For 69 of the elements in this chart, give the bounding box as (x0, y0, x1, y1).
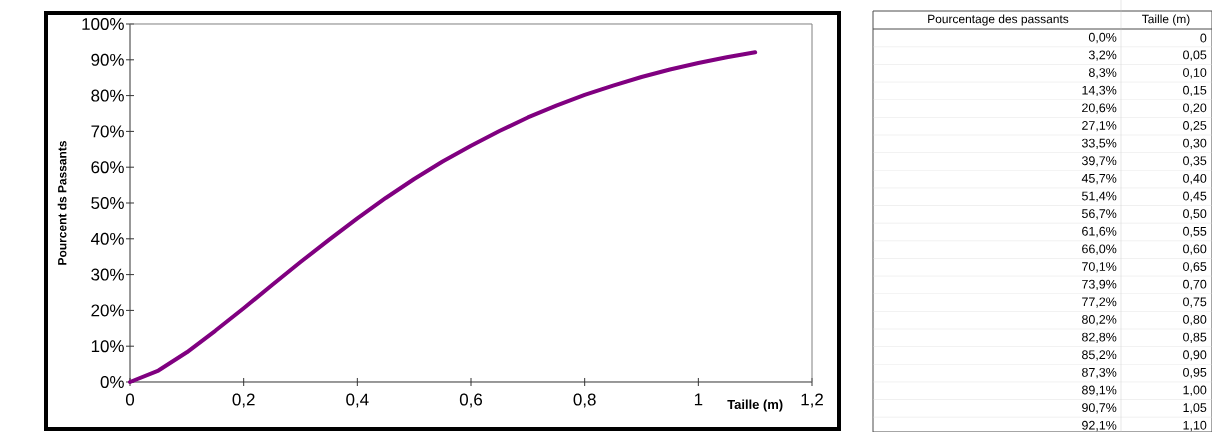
text: 82,8% (1082, 332, 1117, 343)
text: 1,00 (1183, 385, 1207, 396)
text: Taille (m) (1142, 14, 1190, 26)
text: 0,70 (1183, 279, 1207, 291)
text: 0,35 (1183, 156, 1207, 167)
y-tick-label: 50% (91, 197, 124, 209)
text: 0,20 (1183, 103, 1207, 114)
text: 73,9% (1082, 279, 1117, 291)
y-tick-label: 70% (91, 125, 124, 138)
text: 0,40 (1183, 173, 1207, 185)
text: 33,5% (1081, 138, 1117, 149)
y-tick-label: 30% (91, 268, 124, 281)
text: 39,7% (1081, 156, 1117, 167)
x-tick-label: 0,2 (232, 393, 255, 408)
text: 0,45 (1183, 191, 1207, 202)
text: 0,75 (1183, 297, 1207, 308)
x-tick-label: 0,4 (346, 393, 369, 408)
text: 0,05 (1183, 50, 1207, 61)
y-axis-title: Pourcent ds Passants (57, 141, 67, 265)
y-tick-label: 80% (91, 89, 124, 102)
text: 77,2% (1082, 297, 1117, 308)
y-tick-label: 60% (91, 161, 124, 174)
text: 20,6% (1082, 103, 1117, 114)
y-tick-label: 20% (91, 304, 124, 317)
text: 70,1% (1082, 262, 1117, 273)
text: 0,15 (1183, 85, 1207, 97)
text: 0,55 (1183, 226, 1207, 238)
text: 0,0% (1088, 32, 1117, 44)
text: 92,1% (1082, 420, 1117, 432)
text: 0,30 (1183, 138, 1207, 149)
text: 85,2% (1082, 350, 1117, 361)
text: 0,25 (1183, 121, 1207, 132)
text: 89,1% (1082, 385, 1117, 396)
y-tick-label: 100% (82, 18, 124, 30)
line-series (128, 50, 758, 384)
text: 0,65 (1183, 262, 1207, 273)
text: 80,2% (1082, 315, 1117, 326)
text: 0,95 (1183, 367, 1207, 379)
text: 90,7% (1082, 403, 1117, 414)
text: 51,4% (1082, 191, 1117, 202)
y-tick-label: 0% (100, 376, 124, 388)
y-tick-label: 90% (91, 53, 124, 66)
text: 14,3% (1082, 85, 1117, 97)
text: 27,1% (1082, 121, 1117, 132)
x-axis-title: Taille (m) (727, 399, 783, 412)
text: 0,10 (1183, 68, 1207, 79)
text: 3,2% (1088, 50, 1117, 61)
y-tick-label: 40% (90, 232, 124, 245)
text: 66,0% (1082, 244, 1117, 255)
x-tick-label: 0,8 (573, 393, 596, 408)
text: 61,6% (1082, 226, 1117, 238)
text: 45,7% (1081, 173, 1117, 185)
x-tick-label: 1,2 (801, 393, 823, 408)
text: Pourcentage des passants (928, 14, 1069, 26)
text: 0,60 (1183, 244, 1207, 255)
x-tick-label: 0,6 (459, 393, 483, 408)
x-tick-label: 0 (125, 393, 135, 406)
text: 87,3% (1082, 367, 1117, 379)
text: 0 (1200, 33, 1207, 43)
x-tick-label: 1 (694, 393, 703, 406)
text: 0,80 (1183, 315, 1207, 326)
text: 1,10 (1183, 420, 1207, 432)
text: 56,7% (1082, 209, 1117, 220)
text: 0,85 (1183, 332, 1207, 343)
text: 8,3% (1088, 68, 1117, 79)
text: 0,90 (1183, 350, 1207, 361)
text: 0,50 (1183, 209, 1207, 220)
y-tick-label: 10% (91, 340, 124, 353)
text: 1,05 (1183, 403, 1207, 414)
